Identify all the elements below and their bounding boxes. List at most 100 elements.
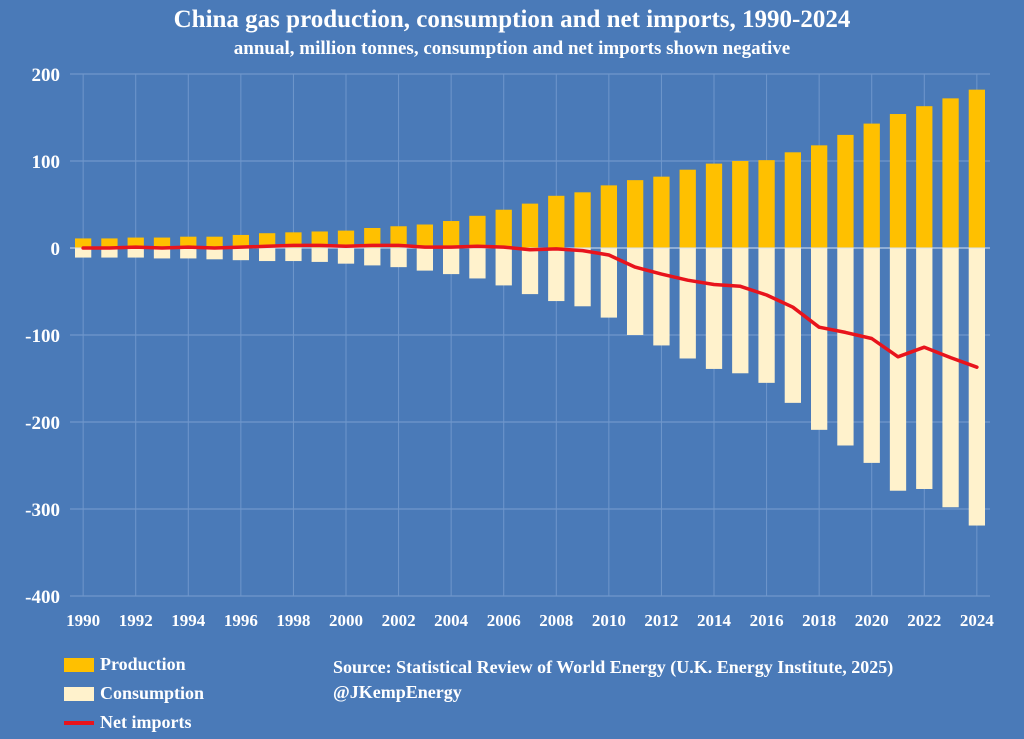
production-bar: [574, 192, 591, 248]
production-bar: [127, 237, 144, 248]
production-bar: [942, 98, 959, 248]
consumption-bar: [258, 248, 276, 262]
x-tick-label: 2020: [855, 611, 889, 630]
x-tick-label: 2004: [434, 611, 469, 630]
production-bar: [258, 233, 276, 248]
consumption-bar: [574, 248, 591, 307]
consumption-bar: [469, 248, 486, 279]
production-bar: [600, 185, 618, 248]
production-bar: [968, 89, 986, 248]
x-tick-label: 1992: [119, 611, 153, 630]
production-bar: [732, 161, 749, 248]
consumption-bar: [705, 248, 723, 369]
x-tick-label: 2016: [750, 611, 784, 630]
consumption-bar: [285, 248, 302, 262]
x-tick-label: 1990: [66, 611, 100, 630]
net-imports-line: [81, 243, 979, 369]
production-bar: [653, 176, 670, 248]
net-imports-swatch: [64, 720, 94, 725]
production-bar: [469, 215, 486, 248]
x-tick-label: 2000: [329, 611, 363, 630]
production-bar: [416, 224, 434, 248]
production-bar: [916, 106, 933, 248]
x-tick-label: 2008: [539, 611, 573, 630]
production-bar: [390, 226, 407, 248]
y-tick-label: -200: [25, 413, 60, 434]
x-tick-label: 1998: [276, 611, 310, 630]
consumption-bar: [180, 248, 197, 259]
y-tick-label: 0: [51, 239, 61, 260]
legend-label-consumption: Consumption: [100, 683, 205, 703]
y-tick-label: -100: [25, 326, 60, 347]
consumption-bar: [784, 248, 802, 403]
consumption-bar: [153, 248, 171, 259]
legend-item-net-imports: Net imports: [64, 708, 204, 737]
consumption-bar: [74, 248, 92, 258]
production-bar: [206, 236, 223, 248]
x-tick-label: 2022: [907, 611, 941, 630]
source-note: Source: Statistical Review of World Ener…: [333, 655, 893, 705]
consumption-bar: [101, 248, 118, 258]
legend: Production Consumption Net imports: [64, 650, 204, 737]
production-bar: [521, 203, 539, 248]
production-bar: [180, 236, 197, 248]
production-bar: [74, 238, 92, 248]
consumption-bar: [232, 248, 250, 261]
consumption-bar: [364, 248, 381, 266]
consumption-bar: [889, 248, 907, 491]
chart-subtitle: annual, million tonnes, consumption and …: [233, 38, 791, 59]
consumption-bar: [810, 248, 828, 430]
legend-label-net-imports: Net imports: [100, 712, 192, 732]
consumption-bar: [206, 248, 223, 260]
x-tick-label: 1996: [224, 611, 258, 630]
consumption-bar: [521, 248, 539, 295]
consumption-bar: [732, 248, 749, 374]
consumption-bar: [837, 248, 854, 446]
production-bar: [784, 152, 802, 248]
production-bar: [548, 195, 565, 248]
consumption-bar: [679, 248, 696, 359]
consumption-bar: [600, 248, 618, 318]
production-bar: [863, 123, 880, 248]
consumption-bar: [942, 248, 959, 508]
consumption-bar: [626, 248, 644, 335]
consumption-bar: [916, 248, 933, 489]
consumption-bar: [758, 248, 775, 383]
x-tick-label: 2024: [960, 611, 995, 630]
x-tick-label: 2012: [644, 611, 678, 630]
consumption-swatch: [64, 686, 94, 701]
consumption-bar: [390, 248, 407, 268]
x-tick-label: 2014: [697, 611, 732, 630]
legend-item-production: Production: [64, 650, 204, 679]
y-tick-label: -400: [25, 587, 60, 608]
y-tick-label: 100: [32, 152, 61, 173]
production-bar: [101, 238, 118, 248]
production-bar: [153, 237, 171, 248]
x-tick-label: 2010: [592, 611, 626, 630]
production-bar: [679, 169, 696, 248]
consumption-bar: [416, 248, 434, 271]
production-swatch: [64, 657, 94, 672]
consumption-bar: [653, 248, 670, 346]
chart-title: China gas production, consumption and ne…: [173, 6, 851, 33]
consumption-bar: [548, 248, 565, 302]
consumption-bar: [311, 248, 328, 262]
x-tick-label: 1994: [171, 611, 206, 630]
consumption-bar: [968, 248, 986, 526]
production-bar: [758, 160, 775, 248]
legend-item-consumption: Consumption: [64, 679, 204, 708]
production-bar: [810, 145, 828, 248]
production-bar: [442, 221, 460, 248]
production-bar: [364, 227, 381, 248]
y-tick-label: 200: [32, 65, 61, 86]
production-bar: [337, 230, 355, 248]
production-bar: [837, 134, 854, 248]
chart-plot: 200 100 0 -100 -200 -300 -400 1990 1992 1994 1996 1…: [25, 65, 995, 630]
production-bar: [626, 180, 644, 248]
consumption-bar: [863, 248, 880, 463]
x-tick-label: 2018: [802, 611, 836, 630]
consumption-bar: [442, 248, 460, 275]
production-bar: [705, 163, 723, 248]
consumption-bar: [337, 248, 355, 264]
production-bar: [495, 209, 512, 248]
